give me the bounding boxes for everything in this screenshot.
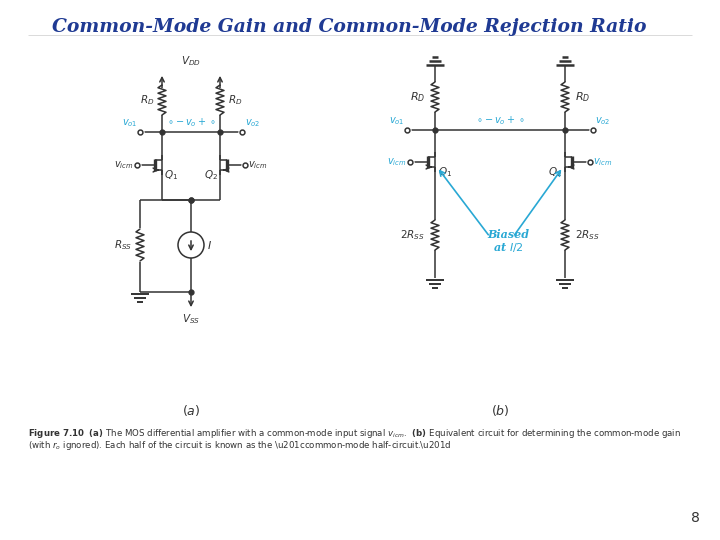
Text: 8: 8 <box>691 511 700 525</box>
Text: $v_{icm}$: $v_{icm}$ <box>114 159 134 171</box>
Text: $2R_{SS}$: $2R_{SS}$ <box>575 228 600 242</box>
Text: $R_D$: $R_D$ <box>575 90 590 104</box>
Text: $\circ - v_o + \circ$: $\circ - v_o + \circ$ <box>476 114 524 127</box>
Text: $v_{o2}$: $v_{o2}$ <box>245 117 261 129</box>
Text: (with $r_o$ ignored). Each half of the circuit is known as the \u201ccommon-mode: (with $r_o$ ignored). Each half of the c… <box>28 439 451 452</box>
Text: $v_{icm}$: $v_{icm}$ <box>387 156 407 168</box>
Text: $Q_1$: $Q_1$ <box>438 165 452 179</box>
Text: $V_{DD}$: $V_{DD}$ <box>181 54 201 68</box>
Text: $v_{o1}$: $v_{o1}$ <box>122 117 138 129</box>
Text: $Q_2$: $Q_2$ <box>204 168 218 182</box>
Text: $v_{icm}$: $v_{icm}$ <box>248 159 268 171</box>
Text: $\mathbf{Figure\ 7.10}$$\mathbf{\ \ (a)}$ The MOS differential amplifier with a : $\mathbf{Figure\ 7.10}$$\mathbf{\ \ (a)}… <box>28 427 681 440</box>
Text: Common-Mode Gain and Common-Mode Rejection Ratio: Common-Mode Gain and Common-Mode Rejecti… <box>52 18 647 36</box>
Text: $v_{o2}$: $v_{o2}$ <box>595 115 611 127</box>
Text: $v_{o1}$: $v_{o1}$ <box>390 115 405 127</box>
Text: $V_{SS}$: $V_{SS}$ <box>182 312 200 326</box>
Text: at $I/2$: at $I/2$ <box>492 240 523 253</box>
Text: $(b)$: $(b)$ <box>491 402 509 417</box>
Text: $R_{SS}$: $R_{SS}$ <box>114 238 132 252</box>
Text: $Q_1$: $Q_1$ <box>164 168 178 182</box>
Text: $(a)$: $(a)$ <box>182 402 200 417</box>
Text: $v_{icm}$: $v_{icm}$ <box>593 156 613 168</box>
Text: $2R_{SS}$: $2R_{SS}$ <box>400 228 425 242</box>
Text: $I$: $I$ <box>207 239 212 251</box>
Text: Biased: Biased <box>487 230 529 240</box>
Text: $R_D$: $R_D$ <box>140 93 154 107</box>
Text: $R_D$: $R_D$ <box>410 90 425 104</box>
Text: $\circ - v_o + \circ$: $\circ - v_o + \circ$ <box>166 116 215 129</box>
Text: $R_D$: $R_D$ <box>228 93 243 107</box>
Text: $Q_2$: $Q_2$ <box>548 165 562 179</box>
